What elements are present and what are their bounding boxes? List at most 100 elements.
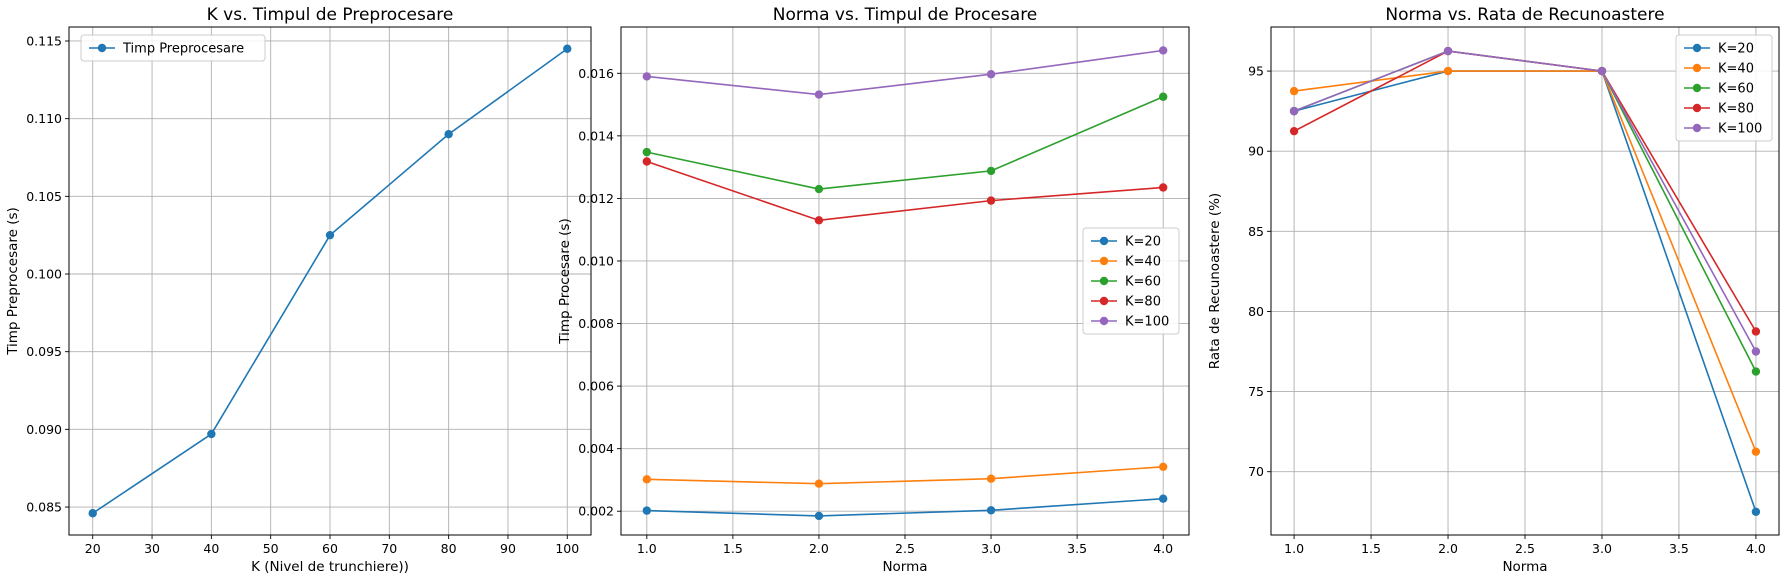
legend-marker <box>1692 123 1702 133</box>
data-point <box>814 479 824 488</box>
series-line-k-100 <box>646 49 1164 96</box>
x-tick-label: 1.0 <box>1284 541 1304 556</box>
x-axis-label: K (Nivel de trunchiere)) <box>251 559 409 575</box>
x-tick-label: 1.5 <box>723 541 743 556</box>
data-point <box>444 129 453 139</box>
x-tick-label: 3.0 <box>1592 541 1612 556</box>
series-line-k-40 <box>646 466 1164 485</box>
axes-frame <box>1270 26 1780 536</box>
legend-entry-label: Timp Preprocesare <box>122 42 244 57</box>
data-point <box>1443 46 1453 56</box>
legend-entry-label: K=60 <box>1125 275 1161 290</box>
x-tick-label: 1.5 <box>1361 541 1381 556</box>
chart-k-vs-preprocessing-time: 20 30 40 50 60 70 80 90 100 0.085 0.090 0.095 0.100 0… <box>5 5 592 575</box>
data-point <box>1158 462 1168 472</box>
x-tick-label: 3.5 <box>1067 541 1087 556</box>
chart-title: Norma vs. Rata de Recunoastere <box>1385 5 1664 25</box>
legend: K=20 K=40 K=60 K=80 K=100 <box>1082 227 1180 335</box>
y-tick-label: 90 <box>1248 144 1264 159</box>
x-tick-label: 40 <box>203 541 219 556</box>
data-point <box>1289 86 1299 96</box>
data-point <box>1289 126 1299 136</box>
y-axis-label: Rata de Recunoastere (%) <box>1207 193 1223 369</box>
y-tick-label: 0.090 <box>26 422 62 437</box>
x-tick-label: 90 <box>500 541 516 556</box>
x-tick-label: 4.0 <box>1746 541 1766 556</box>
y-tick-label: 0.110 <box>26 111 62 126</box>
series-line-k-100 <box>1293 50 1757 352</box>
data-point <box>986 70 996 79</box>
legend: K=20 K=40 K=60 K=80 K=100 <box>1675 34 1773 142</box>
series-line-k-60 <box>646 96 1164 190</box>
chart-norm-vs-recognition-rate: 1.0 1.5 2.0 2.5 3.0 3.5 4.0 70 75 80 85 90 95 Norma v… <box>1207 5 1780 575</box>
legend-box <box>80 34 266 62</box>
legend-entry-label: K=80 <box>1125 295 1161 310</box>
x-tick-label: 2.0 <box>1438 541 1458 556</box>
y-tick-label: 0.012 <box>578 191 614 206</box>
y-tick-label: 0.105 <box>26 189 62 204</box>
legend-marker <box>1099 276 1109 286</box>
x-tick-label: 1.0 <box>637 541 657 556</box>
y-tick-label: 0.008 <box>578 316 614 331</box>
data-point <box>563 44 572 53</box>
data-point <box>1751 327 1761 336</box>
x-tick-label: 50 <box>263 541 279 556</box>
legend-marker <box>1099 296 1109 306</box>
x-tick-label: 4.0 <box>1153 541 1173 556</box>
chart-norm-vs-processing-time: 1.0 1.5 2.0 2.5 3.0 3.5 4.0 0.002 0.004 0.006 0.00… <box>557 5 1190 575</box>
legend-entry-label: K=40 <box>1718 62 1754 77</box>
data-point <box>1289 106 1299 116</box>
legend-marker <box>1692 43 1702 53</box>
axes-frame <box>620 26 1190 536</box>
y-tick-label: 0.016 <box>578 66 614 81</box>
x-tick-label: 30 <box>144 541 160 556</box>
data-point <box>986 474 996 483</box>
data-point <box>88 509 97 518</box>
y-tick-label: 0.095 <box>26 344 62 359</box>
y-tick-label: 0.010 <box>578 253 614 268</box>
data-point <box>1158 92 1168 101</box>
legend-box <box>1082 227 1180 335</box>
x-tick-label: 100 <box>555 541 579 556</box>
data-point <box>642 147 652 157</box>
legend: Timp Preprocesare <box>80 34 266 62</box>
data-point <box>642 475 652 484</box>
x-tick-label: 2.0 <box>809 541 829 556</box>
chart-title: Norma vs. Timpul de Procesare <box>773 5 1038 25</box>
legend-entry-label: K=60 <box>1718 82 1754 97</box>
data-point <box>986 166 996 176</box>
data-point <box>986 506 996 515</box>
x-tick-label: 3.5 <box>1669 541 1689 556</box>
legend-marker <box>1099 316 1109 326</box>
x-tick-label: 20 <box>85 541 101 556</box>
data-point <box>814 184 824 194</box>
x-tick-label: 60 <box>322 541 338 556</box>
y-tick-label: 70 <box>1248 464 1264 479</box>
data-point <box>642 157 652 166</box>
legend-entry-label: K=80 <box>1718 102 1754 117</box>
y-axis-label: Timp Procesare (s) <box>557 218 573 344</box>
series-line-k-80 <box>646 160 1164 222</box>
y-tick-label: 0.002 <box>578 504 614 519</box>
data-point <box>814 216 824 225</box>
axes-frame <box>68 26 592 536</box>
legend-marker <box>1692 103 1702 113</box>
data-point <box>814 90 824 99</box>
legend-entry-label: K=40 <box>1125 255 1161 270</box>
x-tick-label: 3.0 <box>981 541 1001 556</box>
data-point <box>1751 447 1761 456</box>
data-point <box>325 230 335 240</box>
y-tick-label: 0.115 <box>26 33 62 48</box>
data-point <box>1751 347 1761 356</box>
legend-marker <box>97 43 107 53</box>
x-tick-label: 2.5 <box>895 541 915 556</box>
data-point <box>1158 183 1168 192</box>
chart-title: K vs. Timpul de Preprocesare <box>207 5 454 25</box>
y-tick-label: 0.014 <box>578 128 614 143</box>
x-axis-label: Norma <box>1502 559 1547 575</box>
data-point <box>1751 367 1761 376</box>
legend-entry-label: K=100 <box>1125 315 1169 330</box>
y-tick-label: 0.006 <box>578 379 614 394</box>
